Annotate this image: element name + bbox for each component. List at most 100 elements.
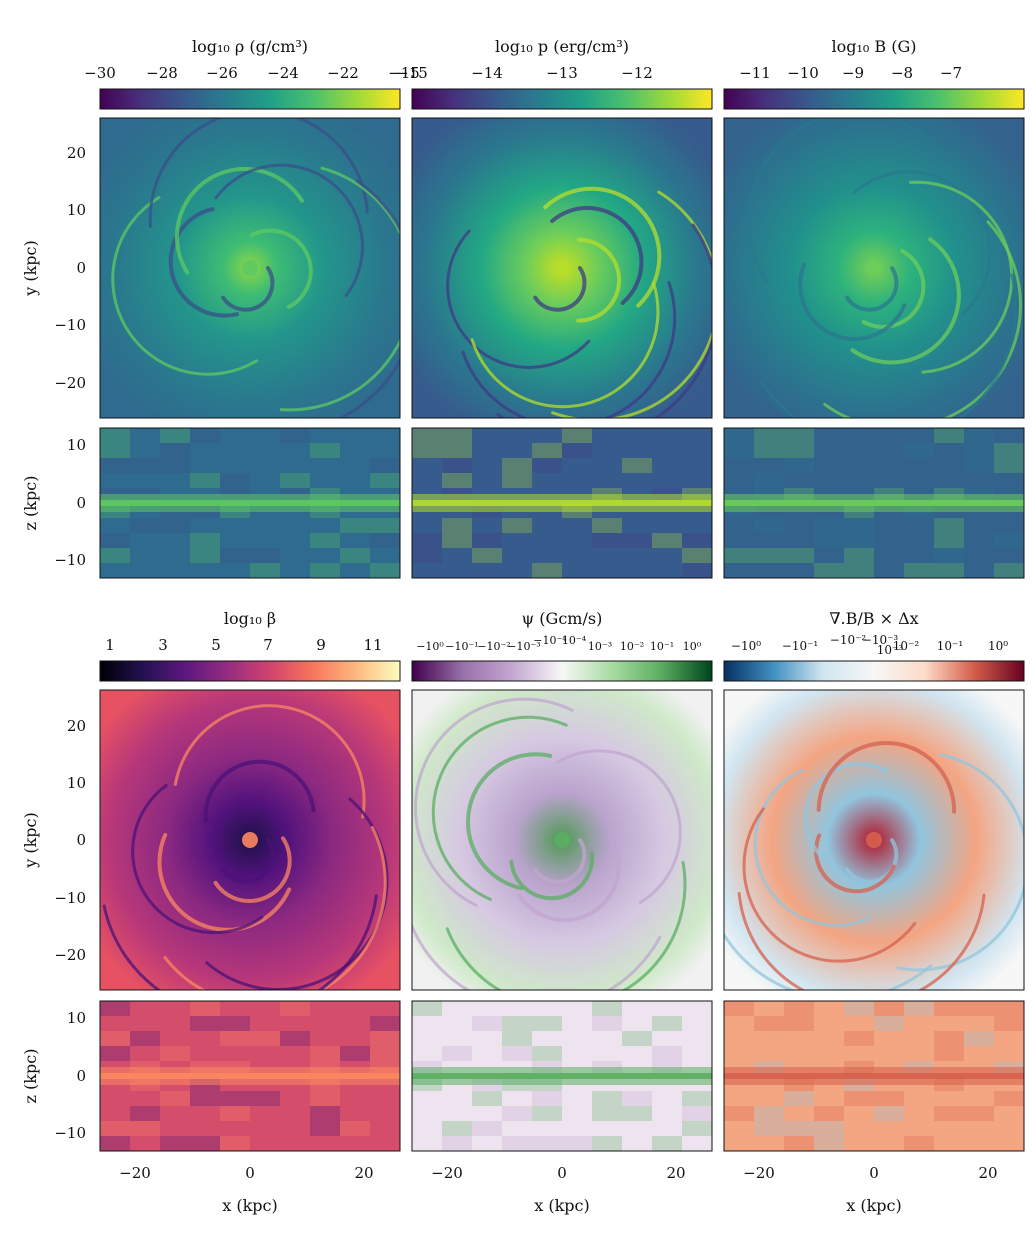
- amr-cell: [682, 1106, 712, 1121]
- spiral-arm: [214, 163, 364, 297]
- amr-cell: [934, 518, 964, 533]
- amr-cell: [532, 1016, 562, 1031]
- disk-core: [724, 1073, 1024, 1079]
- amr-cell: [754, 1121, 784, 1136]
- amr-cell: [412, 428, 442, 443]
- y-tick: 20: [67, 717, 86, 735]
- amr-cell: [964, 458, 994, 473]
- amr-cell: [370, 518, 400, 533]
- amr-cell: [220, 548, 250, 563]
- amr-cell: [652, 1136, 682, 1151]
- z-ticks-bottom: 10 0 −10: [54, 1009, 86, 1142]
- x-ticks-1: −20 0 20: [119, 1164, 373, 1182]
- x-tick: 20: [666, 1164, 685, 1182]
- cb-tick: −10⁻²: [830, 633, 867, 647]
- panel-frame: [723, 427, 1025, 579]
- panel-frame: [411, 117, 713, 419]
- amr-cell: [964, 428, 994, 443]
- amr-cell: [472, 548, 502, 563]
- x-tick: −20: [119, 1164, 151, 1182]
- amr-cell: [190, 533, 220, 548]
- spiral-arm: [466, 752, 553, 891]
- plasma_beta-face-on-panel: [99, 689, 401, 991]
- amr-cell: [532, 1106, 562, 1121]
- spiral-arm: [850, 237, 961, 365]
- amr-cell: [682, 548, 712, 563]
- amr-cell: [412, 548, 442, 563]
- amr-cell: [100, 1121, 130, 1136]
- amr-cell: [412, 1001, 442, 1016]
- psi-colorbar: [411, 660, 713, 682]
- x-tick: 0: [557, 1164, 567, 1182]
- panel-frame: [723, 1000, 1025, 1152]
- spiral-arm: [909, 180, 1014, 374]
- amr-cell: [844, 533, 874, 548]
- density-face-on-panel: [99, 117, 401, 419]
- amr-cell: [784, 548, 814, 563]
- y-tick: −20: [54, 946, 86, 964]
- amr-cell: [904, 443, 934, 458]
- amr-cell: [592, 1106, 622, 1121]
- cb-tick: −24: [267, 64, 299, 82]
- spiral-arm: [753, 768, 872, 927]
- spiral-arm: [221, 266, 275, 312]
- bfield-colorbar-label: log₁₀ B (G): [831, 37, 916, 56]
- amr-cell: [934, 533, 964, 548]
- amr-cell: [964, 1106, 994, 1121]
- amr-cell: [370, 533, 400, 548]
- amr-cell: [592, 1136, 622, 1151]
- amr-cell: [340, 518, 370, 533]
- y-tick: −10: [54, 316, 86, 334]
- amr-cell: [532, 1046, 562, 1061]
- amr-cell: [844, 1091, 874, 1106]
- spiral-arm: [163, 826, 387, 990]
- amr-cell: [190, 1136, 220, 1151]
- amr-cell: [280, 428, 310, 443]
- amr-cell: [784, 1091, 814, 1106]
- spiral-arm: [845, 838, 899, 884]
- spiral-arm: [173, 704, 366, 819]
- amr-cell: [442, 428, 472, 443]
- cb-tick: −10⁻³: [507, 640, 540, 653]
- amr-cell: [160, 458, 190, 473]
- amr-cell: [100, 1046, 130, 1061]
- amr-cell: [754, 548, 784, 563]
- pressure-colorbar-label: log₁₀ p (erg/cm³): [495, 37, 629, 56]
- amr-cell: [130, 458, 160, 473]
- amr-cell: [844, 1001, 874, 1016]
- div-colorbar-label: ∇.B/B × Δx: [829, 609, 918, 628]
- galactic-center: [554, 832, 570, 848]
- cb-tick: −30: [84, 64, 116, 82]
- amr-cell: [532, 1136, 562, 1151]
- amr-cell: [934, 1046, 964, 1061]
- div-colorbar: [723, 660, 1025, 682]
- amr-cell: [160, 1136, 190, 1151]
- spiral-arm: [221, 838, 275, 884]
- amr-cell: [934, 1031, 964, 1046]
- cb-tick: 10⁻²: [620, 640, 644, 653]
- cb-tick: −14: [471, 64, 503, 82]
- amr-cell: [934, 1001, 964, 1016]
- spiral-arm: [517, 834, 621, 923]
- amr-cell: [784, 1016, 814, 1031]
- beta-colorbar-label: log₁₀ β: [224, 609, 276, 628]
- amr-cell: [682, 563, 712, 578]
- cb-tick: −10⁻⁴: [533, 634, 567, 647]
- spiral-arm: [461, 281, 677, 418]
- amr-cell: [844, 563, 874, 578]
- amr-cell: [754, 1106, 784, 1121]
- amr-cell: [904, 563, 934, 578]
- amr-cell: [532, 1091, 562, 1106]
- amr-cell: [724, 428, 754, 443]
- panel-frame: [99, 1000, 401, 1152]
- spiral-arm: [148, 118, 369, 228]
- amr-cell: [784, 1121, 814, 1136]
- amr-cell: [622, 533, 652, 548]
- amr-cell: [472, 533, 502, 548]
- amr-cell: [442, 473, 472, 488]
- amr-cell: [100, 1001, 130, 1016]
- amr-cell: [994, 1091, 1024, 1106]
- density-edge-on-panel: [99, 427, 401, 579]
- z-tick: 10: [67, 1009, 86, 1027]
- amr-cell: [340, 1046, 370, 1061]
